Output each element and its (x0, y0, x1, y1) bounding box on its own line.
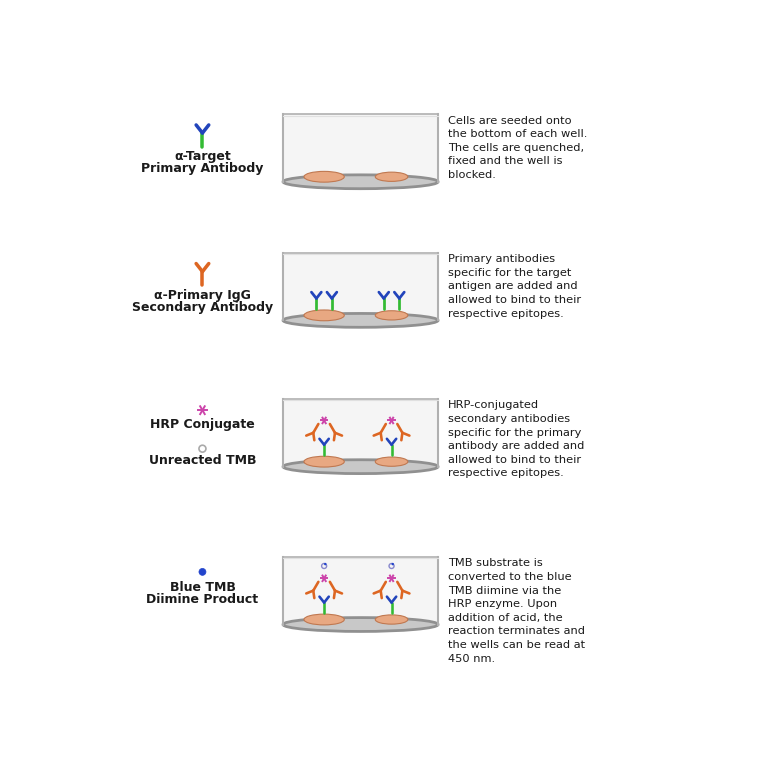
Text: Primary antibodies
specific for the target
antigen are added and
allowed to bind: Primary antibodies specific for the targ… (448, 254, 581, 319)
Ellipse shape (304, 456, 345, 467)
Text: Secondary Antibody: Secondary Antibody (132, 301, 273, 314)
Text: Blue TMB: Blue TMB (170, 581, 235, 594)
Ellipse shape (283, 313, 438, 327)
FancyBboxPatch shape (283, 557, 438, 624)
Ellipse shape (375, 172, 408, 181)
Ellipse shape (304, 171, 345, 182)
Ellipse shape (283, 460, 438, 474)
Ellipse shape (375, 615, 408, 624)
Text: α-Target: α-Target (174, 150, 231, 163)
Ellipse shape (199, 568, 206, 575)
Text: Cells are seeded onto
the bottom of each well.
The cells are quenched,
fixed and: Cells are seeded onto the bottom of each… (448, 115, 588, 180)
Text: Unreacted TMB: Unreacted TMB (149, 454, 256, 467)
Ellipse shape (375, 457, 408, 466)
FancyBboxPatch shape (283, 399, 438, 467)
Text: HRP Conjugate: HRP Conjugate (150, 418, 255, 431)
Ellipse shape (324, 563, 326, 565)
Ellipse shape (304, 310, 345, 321)
FancyBboxPatch shape (283, 253, 438, 320)
Text: Primary Antibody: Primary Antibody (141, 162, 264, 175)
FancyBboxPatch shape (283, 114, 438, 182)
Ellipse shape (283, 175, 438, 189)
Text: α-Primary IgG: α-Primary IgG (154, 289, 251, 302)
Text: HRP-conjugated
secondary antibodies
specific for the primary
antibody are added : HRP-conjugated secondary antibodies spec… (448, 400, 584, 478)
Ellipse shape (375, 311, 408, 320)
Text: TMB substrate is
converted to the blue
TMB diimine via the
HRP enzyme. Upon
addi: TMB substrate is converted to the blue T… (448, 558, 585, 663)
Ellipse shape (304, 614, 345, 625)
Ellipse shape (391, 563, 394, 565)
Text: Diimine Product: Diimine Product (147, 594, 258, 607)
Ellipse shape (283, 617, 438, 632)
